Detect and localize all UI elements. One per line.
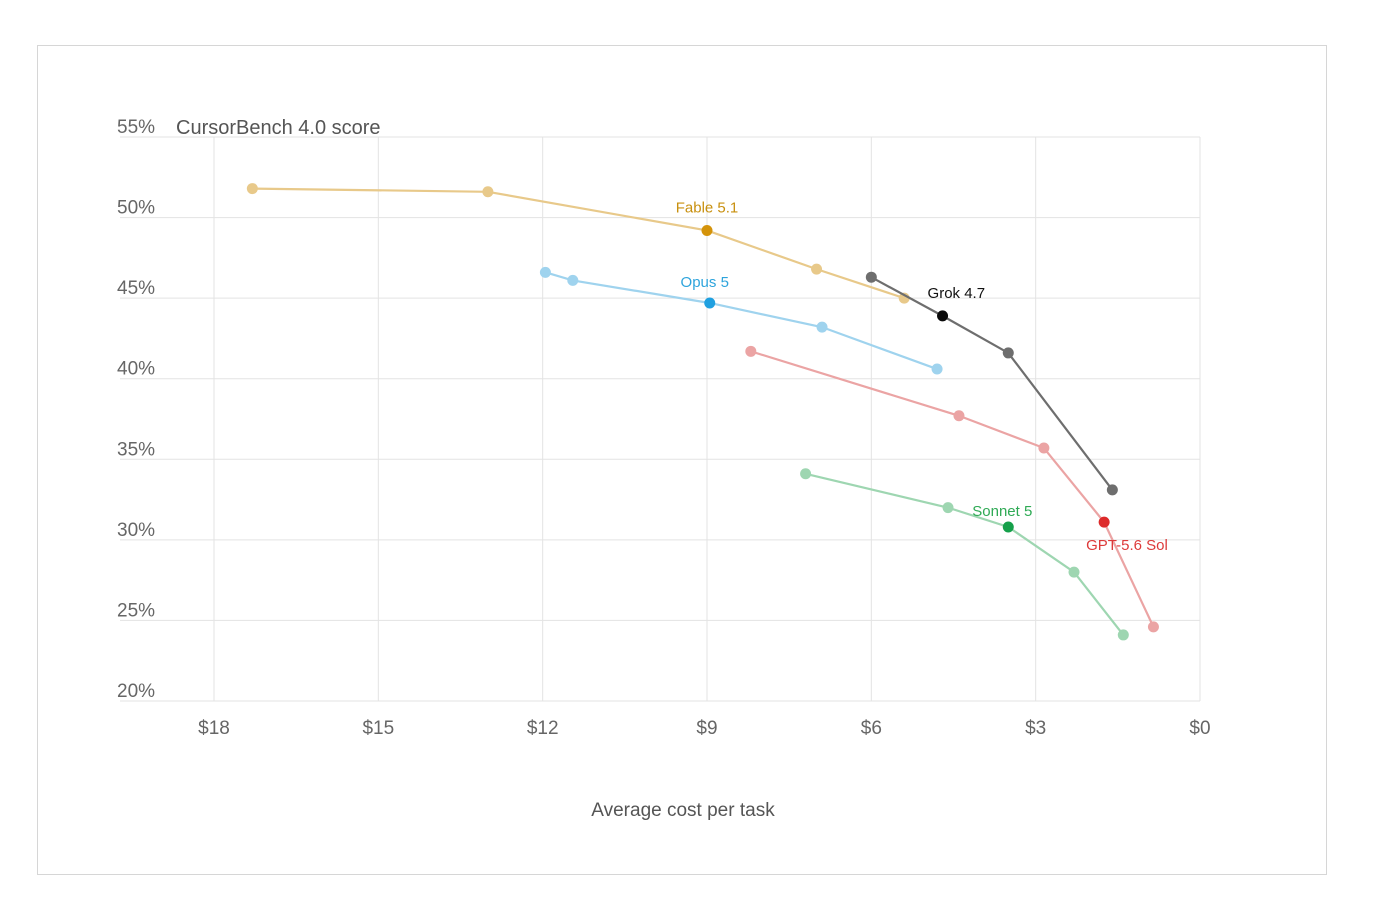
series-label: GPT-5.6 Sol	[1086, 537, 1168, 554]
x-tick-label: $6	[861, 718, 882, 739]
data-point	[567, 274, 579, 286]
highlight-point	[1002, 521, 1014, 533]
y-tick-label: 50%	[117, 198, 155, 219]
data-point	[1117, 629, 1129, 641]
series-line	[805, 472, 1125, 636]
data-point	[482, 186, 494, 198]
x-axis-title: Average cost per task	[591, 800, 775, 821]
data-point	[953, 410, 965, 422]
data-point	[1068, 566, 1080, 578]
series-opus-5	[539, 266, 943, 375]
series-line	[545, 271, 938, 371]
y-tick-label: 45%	[117, 278, 155, 299]
x-tick-labels: $18 $15 $12 $9 $6 $3 $0	[198, 718, 1210, 739]
data-point	[1038, 442, 1050, 454]
y-tick-label: 35%	[117, 439, 155, 460]
y-tick-label: 20%	[117, 681, 155, 702]
series-label: Sonnet 5	[972, 503, 1032, 520]
y-tick-label: 25%	[117, 600, 155, 621]
data-point	[865, 271, 877, 283]
highlight-point	[937, 310, 949, 322]
series-label: Fable 5.1	[676, 199, 739, 216]
series-line	[870, 276, 1114, 491]
series-sonnet-5	[800, 468, 1129, 641]
series-labels: Fable 5.1 Opus 5 Grok 4.7 GPT-5.6 Sol Sonnet…	[676, 199, 1168, 554]
series-grok-4-7	[865, 271, 1118, 496]
y-tick-label: 30%	[117, 520, 155, 541]
chart-frame: 20% 25% 30% 35% 40% 45% 50% 55% $18 $15 $12 $9 $6 $3…	[37, 45, 1327, 875]
data-point	[539, 266, 551, 278]
data-point	[1106, 484, 1118, 496]
highlight-point	[1098, 516, 1110, 528]
data-point	[1147, 621, 1159, 633]
series-fable-5-1	[246, 183, 910, 304]
series-gpt-5-6-sol	[745, 345, 1159, 633]
y-tick-label: 40%	[117, 359, 155, 380]
data-point	[800, 468, 812, 480]
data-point	[931, 363, 943, 375]
data-point	[942, 502, 954, 514]
chart-title: CursorBench 4.0 score	[176, 117, 381, 139]
data-point	[811, 263, 823, 275]
y-tick-labels: 20% 25% 30% 35% 40% 45% 50% 55%	[117, 117, 155, 702]
y-tick-label: 55%	[117, 117, 155, 138]
x-tick-label: $0	[1189, 718, 1210, 739]
x-tick-label: $9	[696, 718, 717, 739]
highlight-point	[704, 297, 716, 309]
x-tick-label: $18	[198, 718, 230, 739]
x-tick-label: $3	[1025, 718, 1046, 739]
x-tick-label: $12	[527, 718, 559, 739]
data-point	[246, 183, 258, 195]
data-point	[816, 321, 828, 333]
x-tick-label: $15	[362, 718, 394, 739]
series-line	[750, 350, 1155, 628]
data-point	[1002, 347, 1014, 359]
data-point	[745, 345, 757, 357]
highlight-point	[701, 224, 713, 236]
chart-svg: 20% 25% 30% 35% 40% 45% 50% 55% $18 $15 $12 $9 $6 $3…	[117, 117, 1211, 821]
series-label: Opus 5	[681, 274, 729, 291]
series-layer	[246, 183, 1159, 641]
series-label: Grok 4.7	[928, 285, 986, 302]
